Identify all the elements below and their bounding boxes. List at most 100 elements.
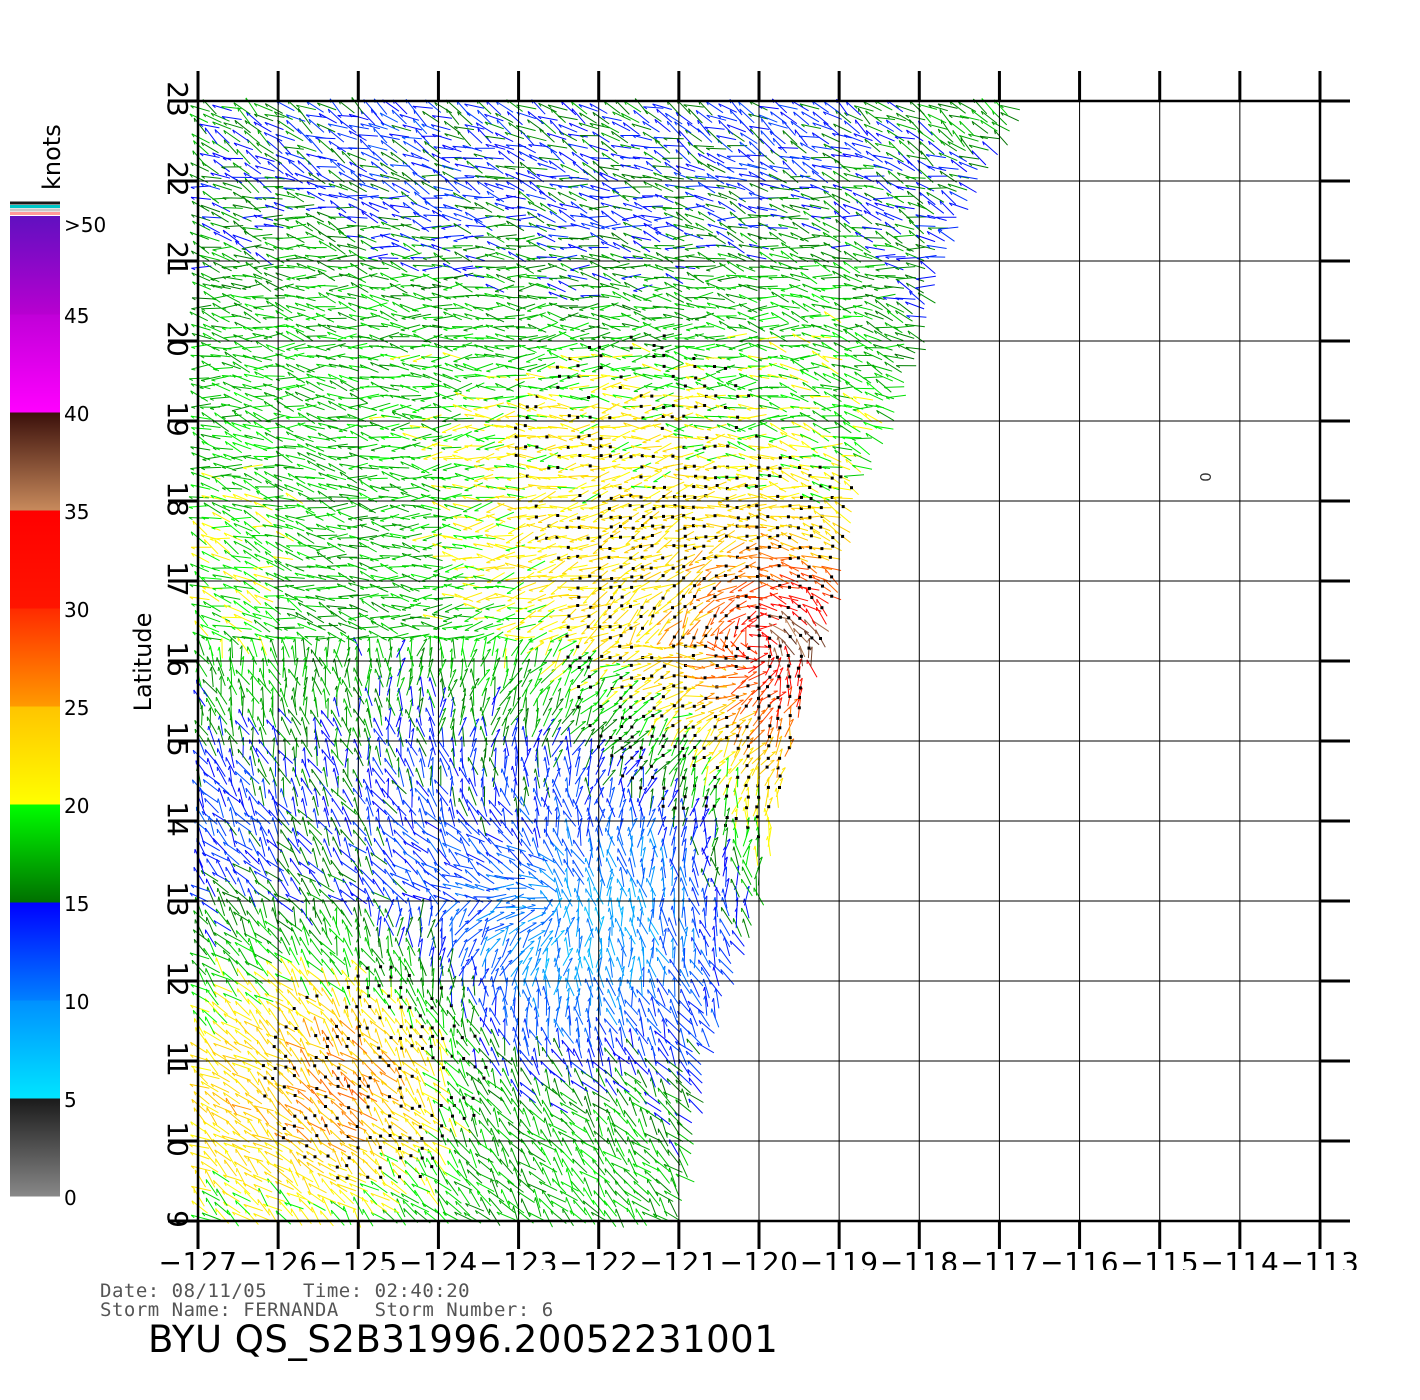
wind-vector-head xyxy=(387,927,390,932)
wind-vector xyxy=(363,917,371,937)
rain-flag xyxy=(704,804,708,808)
rain-flag xyxy=(366,986,370,990)
wind-vector xyxy=(649,828,657,848)
wind-vector xyxy=(200,1080,219,1093)
wind-vector-head xyxy=(617,987,620,992)
wind-vector xyxy=(623,1190,642,1202)
rain-flag xyxy=(482,1076,486,1080)
wind-vector xyxy=(665,1100,680,1117)
wind-vector xyxy=(543,917,553,937)
wind-vector xyxy=(574,1067,584,1087)
wind-vector xyxy=(289,857,303,875)
rain-flag xyxy=(389,1036,393,1040)
wind-vector-head xyxy=(641,1162,646,1166)
wind-vector xyxy=(264,1052,284,1060)
wind-vector xyxy=(696,1042,715,1054)
wind-vector xyxy=(309,917,322,935)
wind-vector-head xyxy=(300,777,303,782)
wind-vector-head xyxy=(647,989,649,994)
wind-vector xyxy=(722,888,728,909)
wind-vector xyxy=(467,899,481,917)
wind-vector xyxy=(617,938,627,957)
wind-vector xyxy=(439,757,448,777)
wind-vector xyxy=(216,828,229,846)
wind-vector-head xyxy=(232,1192,236,1197)
wind-vector xyxy=(565,905,572,926)
wind-vector xyxy=(494,923,514,932)
rain-flag xyxy=(431,1034,435,1038)
wind-vector-head xyxy=(338,1062,342,1067)
wind-vector xyxy=(327,1142,347,1153)
wind-vector-head xyxy=(475,861,479,866)
wind-vector xyxy=(520,838,534,855)
wind-vector xyxy=(207,886,216,906)
wind-vector xyxy=(505,906,526,909)
wind-vector xyxy=(201,1212,221,1221)
rain-flag xyxy=(713,785,717,789)
wind-vector-head xyxy=(297,1140,301,1145)
rain-flag xyxy=(284,1025,288,1029)
wind-vector xyxy=(648,908,654,929)
wind-vector-head xyxy=(243,860,247,865)
wind-vector xyxy=(322,1197,332,1216)
wind-vector xyxy=(351,959,367,974)
wind-vector xyxy=(323,1019,333,1038)
wind-vector xyxy=(619,1026,623,1047)
wind-vector xyxy=(629,917,637,938)
rain-flag xyxy=(430,997,434,1000)
wind-vector-head xyxy=(464,869,468,874)
wind-vector xyxy=(554,917,562,938)
wind-vector xyxy=(663,1091,682,1102)
wind-vector xyxy=(477,899,493,915)
wind-vector-head xyxy=(458,1187,460,1192)
wind-vector xyxy=(486,930,505,941)
wind-vector-head xyxy=(589,928,594,932)
wind-vector xyxy=(432,1141,452,1151)
wind-vector-head xyxy=(291,746,295,751)
wind-vector-head xyxy=(520,838,523,843)
rain-flag xyxy=(440,1134,444,1138)
wind-vector xyxy=(487,1189,505,1203)
wind-vector xyxy=(616,1098,626,1118)
wind-vector xyxy=(234,980,252,993)
wind-vector-head xyxy=(571,1188,573,1193)
wind-vector xyxy=(200,1102,219,1114)
wind-vector xyxy=(450,1028,457,1048)
wind-vector xyxy=(670,876,678,896)
wind-vector xyxy=(261,898,268,918)
wind-vector xyxy=(279,1189,292,1207)
wind-vector xyxy=(612,1080,630,1093)
wind-vector-head xyxy=(668,969,670,974)
wind-vector xyxy=(223,851,240,866)
wind-vector xyxy=(431,757,434,778)
wind-vector xyxy=(427,1056,435,1076)
wind-vector xyxy=(459,1058,466,1078)
wind-vector-head xyxy=(191,1099,194,1104)
wind-vector xyxy=(249,1009,260,1028)
wind-vector xyxy=(252,1142,273,1150)
wind-vector xyxy=(670,1006,679,1025)
wind-vector-head xyxy=(201,1212,206,1217)
wind-vector xyxy=(508,1141,525,1154)
wind-vector xyxy=(633,1150,651,1164)
wind-vector-head xyxy=(496,938,501,941)
wind-vector xyxy=(489,1007,501,1026)
wind-vector-head xyxy=(425,1007,428,1013)
wind-vector-head xyxy=(320,948,323,953)
wind-vector xyxy=(257,1148,272,1165)
wind-vector-head xyxy=(766,836,769,841)
wind-vector-head xyxy=(242,1144,247,1149)
wind-vector xyxy=(685,1092,704,1103)
wind-vector xyxy=(243,860,261,872)
rain-flag xyxy=(630,756,634,760)
wind-vector xyxy=(213,932,232,944)
wind-vector-head xyxy=(189,1144,193,1148)
wind-vector-head xyxy=(428,1026,431,1031)
wind-vector xyxy=(307,861,325,874)
wind-vector-head xyxy=(239,916,242,921)
wind-vector-head xyxy=(704,895,708,900)
wind-vector xyxy=(521,1198,531,1218)
wind-vector xyxy=(247,1157,259,1176)
wind-vector xyxy=(584,1177,593,1197)
wind-vector-head xyxy=(703,986,706,991)
